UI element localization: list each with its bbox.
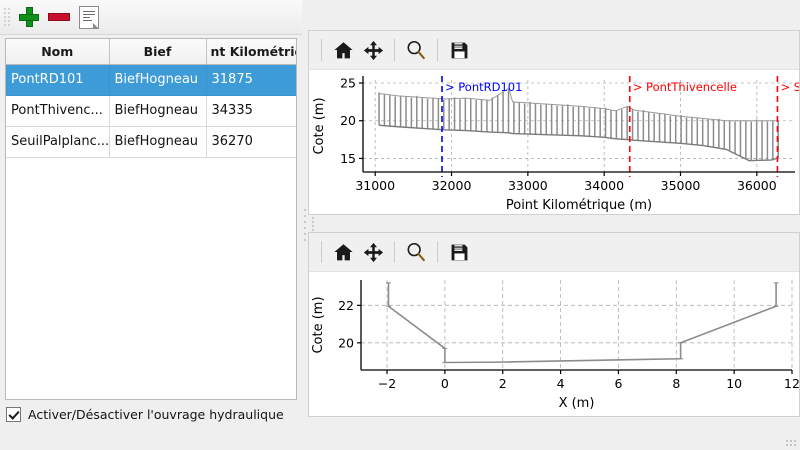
cell-nom: PontRD101 bbox=[6, 64, 110, 96]
document-icon bbox=[79, 5, 99, 29]
toolbar-drag-handle[interactable] bbox=[2, 4, 11, 30]
toolbar-separator bbox=[437, 241, 438, 263]
checkbox-label: Activer/Désactiver l'ouvrage hydraulique bbox=[28, 407, 284, 422]
activer-ouvrage-checkbox-row[interactable]: Activer/Désactiver l'ouvrage hydraulique bbox=[6, 407, 284, 422]
ouvrages-table[interactable]: Nom Bief nt Kilométrique PontRD101 BiefH… bbox=[5, 38, 297, 400]
zoom-icon bbox=[407, 242, 425, 262]
splitter-grip-icon bbox=[312, 216, 314, 232]
plus-icon bbox=[19, 7, 39, 27]
chart1-home-button[interactable] bbox=[328, 35, 358, 65]
home-icon bbox=[333, 243, 353, 260]
svg-text:Cote (m): Cote (m) bbox=[311, 296, 326, 353]
column-header-pk[interactable]: nt Kilométrique bbox=[206, 39, 296, 65]
save-icon bbox=[451, 244, 467, 260]
svg-text:20: 20 bbox=[338, 335, 354, 350]
remove-ouvrage-button[interactable] bbox=[44, 2, 74, 32]
longitudinal-profile-panel: > PontRD101 > PontThivencelle > SeuilPalpl… bbox=[308, 30, 800, 215]
toolbar-separator bbox=[437, 39, 438, 61]
chart2-pan-button[interactable] bbox=[358, 237, 388, 267]
chart1-navigation-toolbar bbox=[309, 31, 799, 70]
home-icon bbox=[333, 41, 353, 58]
cross-section-panel: 20 22 −2 0 2 4 6 8 10 12 X (m) Cote (m) bbox=[308, 232, 800, 417]
save-icon bbox=[451, 42, 467, 58]
move-icon bbox=[363, 40, 383, 60]
svg-text:Cote (m): Cote (m) bbox=[312, 97, 327, 154]
toolbar-separator bbox=[394, 241, 395, 263]
svg-text:20: 20 bbox=[340, 113, 356, 128]
right-panel: > PontRD101 > PontThivencelle > SeuilPalpl… bbox=[302, 0, 800, 450]
longitudinal-profile-svg: > PontRD101 > PontThivencelle > SeuilPalpl… bbox=[312, 76, 800, 213]
svg-text:33000: 33000 bbox=[508, 178, 548, 193]
table-row[interactable]: PontThivenc... BiefHogneau 34335 bbox=[6, 95, 296, 127]
svg-text:2: 2 bbox=[499, 376, 507, 391]
svg-text:32000: 32000 bbox=[432, 178, 472, 193]
svg-text:36000: 36000 bbox=[737, 178, 777, 193]
column-header-bief[interactable]: Bief bbox=[109, 39, 207, 65]
cell-nom: PontThivenc... bbox=[6, 95, 110, 127]
svg-text:22: 22 bbox=[338, 298, 354, 313]
svg-text:> PontRD101: > PontRD101 bbox=[445, 80, 522, 94]
table-header-row: Nom Bief nt Kilométrique bbox=[6, 39, 296, 65]
chart2-save-button[interactable] bbox=[444, 237, 474, 267]
left-panel: Nom Bief nt Kilométrique PontRD101 BiefH… bbox=[0, 0, 302, 450]
splitter-grip-icon bbox=[304, 207, 306, 243]
ouvrage-toolbar bbox=[0, 0, 302, 35]
add-ouvrage-button[interactable] bbox=[14, 2, 44, 32]
chart1-pan-button[interactable] bbox=[358, 35, 388, 65]
chart2-plot-area[interactable]: 20 22 −2 0 2 4 6 8 10 12 X (m) Cote (m) bbox=[309, 272, 800, 416]
svg-text:35000: 35000 bbox=[661, 178, 701, 193]
svg-text:34000: 34000 bbox=[584, 178, 624, 193]
svg-text:Point Kilométrique (m): Point Kilométrique (m) bbox=[506, 198, 652, 213]
chart2-home-button[interactable] bbox=[328, 237, 358, 267]
cell-pk: 34335 bbox=[206, 95, 296, 127]
svg-text:> SeuilPalplanches: > SeuilPalplanches bbox=[780, 80, 800, 94]
svg-text:4: 4 bbox=[557, 376, 565, 391]
chart2-zoom-button[interactable] bbox=[401, 237, 431, 267]
svg-text:0: 0 bbox=[441, 376, 449, 391]
svg-text:31000: 31000 bbox=[355, 178, 395, 193]
window-resize-grip[interactable] bbox=[783, 433, 797, 447]
toolbar-separator bbox=[321, 39, 322, 61]
minus-icon bbox=[48, 13, 70, 21]
cross-section-svg: 20 22 −2 0 2 4 6 8 10 12 X (m) Cote (m) bbox=[311, 280, 800, 411]
cell-bief: BiefHogneau bbox=[109, 95, 207, 127]
edit-ouvrage-button[interactable] bbox=[74, 2, 104, 32]
zoom-icon bbox=[407, 40, 425, 60]
svg-text:X (m): X (m) bbox=[559, 396, 595, 411]
chart1-save-button[interactable] bbox=[444, 35, 474, 65]
cell-nom: SeuilPalplanc... bbox=[6, 126, 110, 158]
chart1-zoom-button[interactable] bbox=[401, 35, 431, 65]
svg-text:15: 15 bbox=[340, 151, 356, 166]
vertical-splitter[interactable] bbox=[302, 0, 308, 450]
chart1-plot-area[interactable]: > PontRD101 > PontThivencelle > SeuilPalpl… bbox=[309, 70, 800, 214]
svg-text:10: 10 bbox=[726, 376, 742, 391]
svg-text:−2: −2 bbox=[378, 376, 396, 391]
svg-text:12: 12 bbox=[784, 376, 800, 391]
cell-pk: 36270 bbox=[206, 126, 296, 158]
svg-text:8: 8 bbox=[672, 376, 680, 391]
column-header-nom[interactable]: Nom bbox=[6, 39, 110, 65]
horizontal-splitter[interactable] bbox=[308, 216, 800, 232]
move-icon bbox=[363, 242, 383, 262]
table-row[interactable]: SeuilPalplanc... BiefHogneau 36270 bbox=[6, 126, 296, 158]
toolbar-separator bbox=[321, 241, 322, 263]
svg-text:> PontThivencelle: > PontThivencelle bbox=[633, 80, 737, 94]
cell-bief: BiefHogneau bbox=[109, 64, 207, 96]
svg-text:6: 6 bbox=[614, 376, 622, 391]
table-row[interactable]: PontRD101 BiefHogneau 31875 bbox=[6, 64, 296, 96]
toolbar-separator bbox=[394, 39, 395, 61]
cell-pk: 31875 bbox=[206, 64, 296, 96]
checkbox-checked-icon[interactable] bbox=[6, 407, 21, 422]
svg-text:25: 25 bbox=[340, 76, 356, 91]
chart2-navigation-toolbar bbox=[309, 233, 799, 272]
cell-bief: BiefHogneau bbox=[109, 126, 207, 158]
